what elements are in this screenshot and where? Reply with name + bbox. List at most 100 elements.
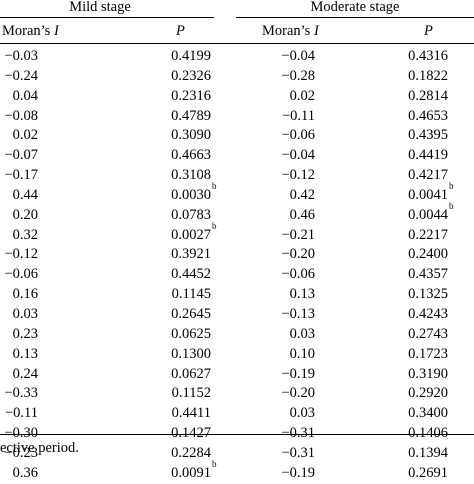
cell-mild-morans-i-value: −0.07 xyxy=(4,147,38,164)
cell-mild-morans-i-value: 0.20 xyxy=(12,206,38,223)
cell-mild-p: 0.1427 xyxy=(171,424,211,444)
cell-mild-morans-i-value: 0.02 xyxy=(12,127,38,144)
cell-mild-p-value: 0.0027 xyxy=(171,226,211,243)
cell-moderate-p-value: 0.1406 xyxy=(408,425,448,442)
cell-mild-p-value: 0.3090 xyxy=(171,127,211,144)
cell-mild-morans-i: 0.24 xyxy=(13,365,38,385)
cell-mild-p-value: 0.1152 xyxy=(171,385,211,402)
cell-moderate-p-value: 0.1822 xyxy=(408,67,448,84)
cell-moderate-morans-i: −0.06 xyxy=(281,265,315,285)
table-row: 0.23 0.0625 0.03 0.2743 xyxy=(0,325,474,345)
col-header-mild-morans-i: Moran’s I xyxy=(2,22,59,40)
cell-moderate-p: 0.4316 xyxy=(408,47,448,67)
cell-moderate-morans-i-value: −0.13 xyxy=(281,305,315,322)
cell-moderate-p: 0.4419 xyxy=(408,146,448,166)
cell-moderate-morans-i: −0.20 xyxy=(281,245,315,265)
cell-moderate-p-value: 0.3400 xyxy=(408,405,448,422)
cell-moderate-morans-i-value: −0.11 xyxy=(281,107,315,124)
table-row: 0.04 0.2316 0.02 0.2814 xyxy=(0,87,474,107)
cell-moderate-morans-i-value: −0.21 xyxy=(281,226,315,243)
table-row: −0.08 0.4789 −0.11 0.4653 xyxy=(0,107,474,127)
cell-moderate-morans-i-value: −0.28 xyxy=(281,67,315,84)
col-header-label: P xyxy=(424,23,433,39)
table-row: −0.23 0.2284 −0.31 0.1394 xyxy=(0,444,474,464)
cell-moderate-p: 0.1406 xyxy=(408,424,448,444)
cell-mild-morans-i: 0.03 xyxy=(13,305,38,325)
cell-moderate-p-value: 0.4653 xyxy=(408,107,448,124)
cell-mild-p-value: 0.0625 xyxy=(171,325,211,342)
table-row: −0.33 0.1152 −0.20 0.2920 xyxy=(0,384,474,404)
cell-moderate-morans-i: −0.11 xyxy=(282,107,315,127)
cell-moderate-morans-i-value: −0.19 xyxy=(281,464,315,481)
cell-mild-p: 0.1145 xyxy=(172,285,211,305)
cell-mild-morans-i: 0.23 xyxy=(13,325,38,345)
table-footnote: ective period. xyxy=(0,440,79,456)
cell-mild-morans-i-value: −0.11 xyxy=(4,405,38,422)
cell-mild-p-value: 0.1145 xyxy=(171,286,211,303)
cell-moderate-p-value: 0.2814 xyxy=(408,87,448,104)
cell-moderate-morans-i: −0.31 xyxy=(281,424,315,444)
cell-moderate-p-value: 0.4316 xyxy=(408,48,448,64)
cell-mild-morans-i: −0.17 xyxy=(4,166,38,186)
cell-mild-p: 0.4663 xyxy=(171,146,211,166)
cell-moderate-morans-i-value: 0.13 xyxy=(289,286,315,303)
table-row: 0.20 0.0783 0.46 0.0044 b xyxy=(0,200,474,226)
cell-moderate-morans-i: −0.28 xyxy=(281,67,315,87)
cell-mild-p-value: 0.4663 xyxy=(171,147,211,164)
table-row: −0.07 0.4663 −0.04 0.4419 xyxy=(0,146,474,166)
cell-mild-p-value: 0.3921 xyxy=(171,246,211,263)
table-row: −0.03 0.4199 −0.04 0.4316 xyxy=(0,47,474,67)
cell-mild-p: 0.4411 xyxy=(172,404,211,424)
cell-mild-p-value: 0.2326 xyxy=(171,67,211,84)
cell-mild-p: 0.0030 b xyxy=(171,180,217,203)
cell-mild-morans-i-value: 0.44 xyxy=(12,186,38,203)
cell-moderate-p-value: 0.4395 xyxy=(408,127,448,144)
cell-moderate-p-value: 0.2691 xyxy=(408,464,448,481)
cell-mild-p-value: 0.2316 xyxy=(171,87,211,104)
cell-moderate-morans-i: −0.13 xyxy=(281,305,315,325)
cell-moderate-morans-i: 0.13 xyxy=(290,285,315,305)
table-row: 0.13 0.1300 0.10 0.1723 xyxy=(0,345,474,365)
cell-moderate-p: 0.3400 xyxy=(408,404,448,424)
cell-moderate-p: 0.2743 xyxy=(408,325,448,345)
cell-mild-p-value: 0.2645 xyxy=(171,305,211,322)
cell-moderate-p-value: 0.4217 xyxy=(408,167,448,184)
cell-moderate-p: 0.1822 xyxy=(408,67,448,87)
cell-moderate-morans-i-value: −0.19 xyxy=(281,365,315,382)
cell-moderate-p: 0.4395 xyxy=(408,126,448,146)
table-row: 0.32 0.0027 b −0.21 0.2217 xyxy=(0,220,474,246)
cell-moderate-morans-i: −0.12 xyxy=(281,166,315,186)
cell-moderate-p: 0.4217 xyxy=(408,166,448,186)
cell-mild-morans-i: −0.06 xyxy=(4,265,38,285)
cell-moderate-morans-i-value: 0.10 xyxy=(289,345,315,362)
table-row: −0.11 0.4411 0.03 0.3400 xyxy=(0,404,474,424)
cell-mild-morans-i: −0.24 xyxy=(4,67,38,87)
cell-moderate-morans-i: 0.10 xyxy=(290,345,315,365)
cell-moderate-morans-i: −0.20 xyxy=(281,384,315,404)
table-row: 0.03 0.2645 −0.13 0.4243 xyxy=(0,305,474,325)
cell-mild-p: 0.0027 b xyxy=(171,220,217,243)
cell-mild-p-value: 0.3108 xyxy=(171,167,211,184)
col-header-symbol: I xyxy=(53,23,59,39)
cell-mild-morans-i-value: −0.17 xyxy=(4,167,38,184)
cell-moderate-p: 0.1723 xyxy=(408,345,448,365)
cell-mild-p: 0.4199 xyxy=(171,47,211,67)
cell-moderate-morans-i: 0.03 xyxy=(290,325,315,345)
cell-moderate-p: 0.4357 xyxy=(408,265,448,285)
cell-moderate-morans-i: 0.46 xyxy=(290,206,315,226)
cell-moderate-morans-i-value: 0.42 xyxy=(289,186,315,203)
cell-moderate-p-value: 0.2400 xyxy=(408,246,448,263)
cell-moderate-morans-i: −0.19 xyxy=(281,365,315,385)
col-header-symbol: I xyxy=(313,23,319,39)
cell-moderate-p: 0.0044 b xyxy=(408,200,454,223)
cell-mild-morans-i: −0.03 xyxy=(4,47,38,67)
cell-moderate-morans-i-value: −0.31 xyxy=(281,444,315,461)
cell-mild-morans-i-value: −0.03 xyxy=(4,48,38,64)
cell-moderate-p-value: 0.1394 xyxy=(408,444,448,461)
cell-mild-morans-i: 0.16 xyxy=(13,285,38,305)
cell-moderate-morans-i-value: −0.04 xyxy=(281,147,315,164)
cell-mild-morans-i: 0.20 xyxy=(13,206,38,226)
cell-mild-morans-i-value: 0.13 xyxy=(12,345,38,362)
cell-mild-morans-i-value: −0.06 xyxy=(4,266,38,283)
